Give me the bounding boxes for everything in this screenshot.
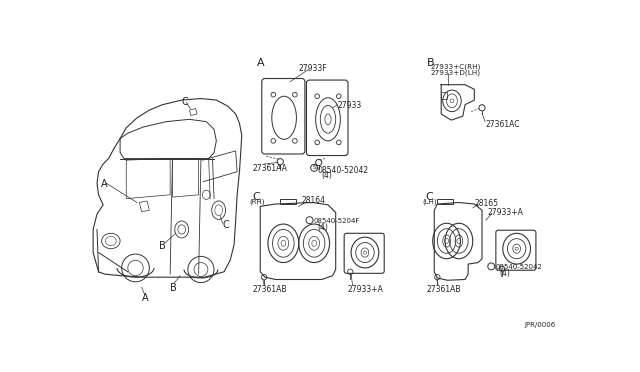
Text: 27933+A: 27933+A [348, 285, 383, 294]
Text: A: A [257, 58, 265, 68]
Text: 27933+D(LH): 27933+D(LH) [431, 69, 481, 76]
Text: 27933+C(RH): 27933+C(RH) [431, 64, 481, 70]
Text: (4): (4) [322, 171, 333, 180]
Text: 27933+A: 27933+A [488, 208, 524, 217]
Text: C: C [426, 192, 433, 202]
Text: (RH): (RH) [250, 199, 265, 205]
Text: 27933F: 27933F [299, 64, 328, 73]
Text: C: C [182, 97, 188, 107]
Text: JPR/0006: JPR/0006 [524, 322, 556, 328]
Text: C: C [253, 192, 260, 202]
Text: C: C [223, 220, 229, 230]
Text: B: B [427, 58, 434, 68]
Text: 28164: 28164 [301, 196, 325, 205]
Text: (4): (4) [499, 269, 510, 279]
Text: 08540-52042: 08540-52042 [318, 166, 369, 174]
Text: (4): (4) [317, 223, 328, 232]
Text: 27361AC: 27361AC [486, 120, 520, 129]
Text: 27361AB: 27361AB [253, 285, 287, 294]
Text: B: B [170, 283, 177, 294]
Text: A: A [141, 294, 148, 303]
Text: A: A [101, 179, 108, 189]
Text: 28165: 28165 [474, 199, 499, 208]
Text: 27361AB: 27361AB [427, 285, 461, 294]
Text: 27361AA: 27361AA [253, 164, 287, 173]
Text: 08540-5204F: 08540-5204F [314, 218, 360, 224]
Text: B: B [159, 241, 165, 251]
Text: S: S [312, 165, 316, 170]
Text: 08540-52042: 08540-52042 [495, 264, 542, 270]
Text: (LH): (LH) [422, 199, 437, 205]
Text: 27933: 27933 [337, 101, 362, 110]
